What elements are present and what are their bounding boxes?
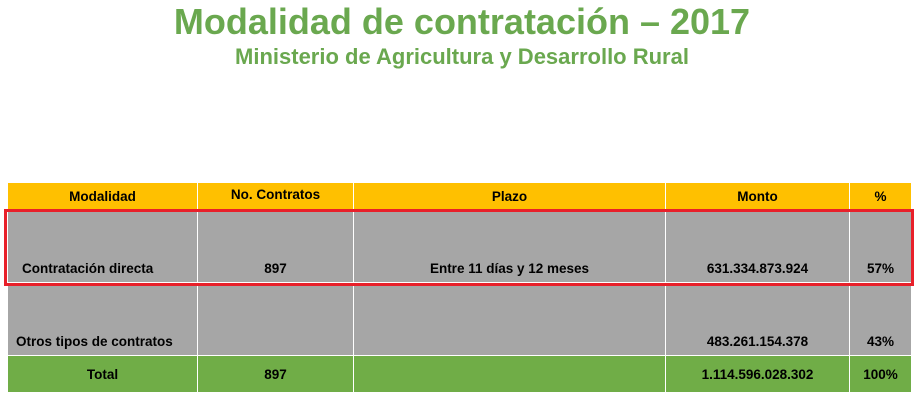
header-no-contratos: No. Contratos (198, 183, 354, 210)
row-otros-percent: 43% (850, 283, 912, 356)
row-directa-modalidad: Contratación directa (8, 210, 198, 283)
page-title: Modalidad de contratación – 2017 (173, 1, 751, 42)
row-otros-modalidad: Otros tipos de contratos (8, 283, 198, 356)
total-plazo (354, 356, 666, 393)
total-contratos: 897 (198, 356, 354, 393)
row-directa-monto: 631.334.873.924 (666, 210, 850, 283)
row-otros-plazo (354, 283, 666, 356)
header-plazo: Plazo (354, 183, 666, 210)
row-otros-monto: 483.261.154.378 (666, 283, 850, 356)
contracts-table: Modalidad No. Contratos Plazo Monto % Co… (8, 183, 912, 393)
row-otros-contratos (198, 283, 354, 356)
row-directa-plazo: Entre 11 días y 12 meses (354, 210, 666, 283)
total-percent: 100% (850, 356, 912, 393)
row-directa-percent: 57% (850, 210, 912, 283)
total-label: Total (8, 356, 198, 393)
header-modalidad: Modalidad (8, 183, 198, 210)
header-percent: % (850, 183, 912, 210)
total-monto: 1.114.596.028.302 (666, 356, 850, 393)
header-monto: Monto (666, 183, 850, 210)
page-subtitle: Ministerio de Agricultura y Desarrollo R… (235, 44, 689, 69)
row-directa-contratos: 897 (198, 210, 354, 283)
